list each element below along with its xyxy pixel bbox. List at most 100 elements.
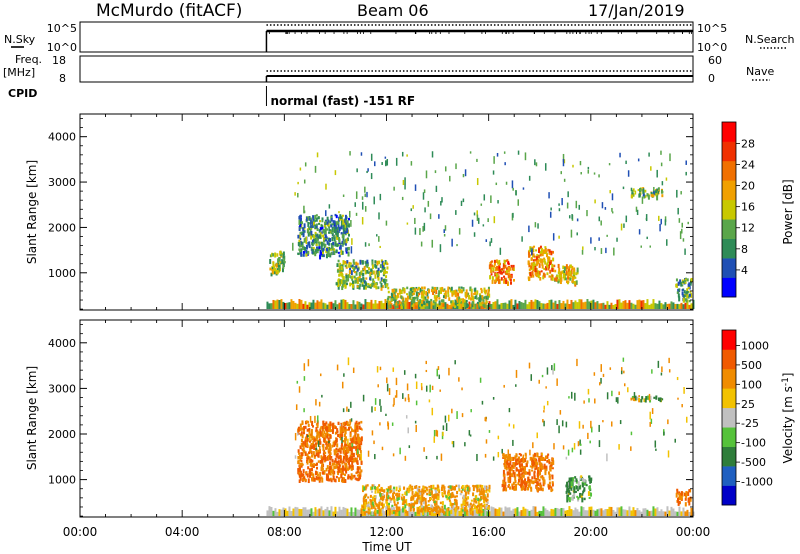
velocity-echo-cell: [527, 476, 530, 482]
velocity-echo-cell: [355, 437, 358, 440]
velocity-echo-cell: [476, 487, 479, 493]
power-echo-cell: [338, 254, 341, 258]
velocity-echo-cell: [414, 420, 417, 424]
power-echo-cell: [332, 220, 335, 225]
power-echo-cell: [305, 250, 308, 254]
velocity-echo-cell: [417, 507, 420, 510]
velocity-echo-cell: [653, 396, 656, 399]
power-echo-cell: [384, 269, 387, 274]
power-echo-cell: [400, 304, 403, 310]
velocity-echo-cell: [350, 467, 353, 471]
power-colorbar-swatch: [722, 219, 736, 239]
velocity-echo-cell: [638, 510, 641, 516]
velocity-echo-cell: [346, 447, 349, 453]
velocity-echo-cell: [435, 507, 438, 511]
velocity-echo-cell: [437, 505, 440, 509]
power-echo-cell: [345, 247, 348, 252]
velocity-echo-cell: [344, 467, 347, 470]
power-echo-cell: [371, 259, 374, 263]
velocity-echo-cell: [387, 505, 390, 509]
velocity-echo-cell: [538, 457, 541, 462]
velocity-echo-cell: [581, 482, 584, 488]
velocity-echo-cell: [410, 504, 413, 509]
power-echo-cell: [415, 302, 418, 306]
power-echo-cell: [567, 271, 570, 277]
power-echo-cell: [634, 190, 637, 195]
power-echo-cell: [431, 239, 434, 248]
power-echo-cell: [366, 259, 369, 264]
velocity-echo-cell: [430, 484, 433, 489]
power-echo-cell: [338, 211, 340, 214]
velocity-echo-cell: [460, 503, 463, 507]
power-echo-cell: [343, 280, 346, 285]
velocity-echo-cell: [425, 504, 428, 509]
velocity-echo-cell: [581, 493, 584, 496]
velocity-echo-cell: [296, 380, 299, 384]
power-echo-cell: [560, 276, 563, 282]
power-echo-cell: [358, 271, 361, 275]
power-echo-cell: [611, 207, 613, 212]
power-echo-cell: [439, 244, 442, 253]
velocity-echo-cell: [344, 473, 347, 476]
velocity-echo-cell: [456, 411, 458, 419]
velocity-echo-cell: [423, 447, 425, 452]
power-echo-cell: [312, 218, 315, 221]
power-echo-cell: [312, 238, 315, 244]
power-echo-cell: [387, 290, 390, 294]
power-echo-cell: [524, 152, 527, 161]
velocity-echo-cell: [652, 506, 655, 516]
velocity-echo-cell: [586, 510, 589, 516]
velocity-echo-cell: [551, 365, 553, 371]
velocity-echo-cell: [534, 479, 537, 483]
power-echo-cell: [434, 286, 437, 292]
power-echo-cell: [572, 164, 574, 168]
power-echo-cell: [384, 299, 387, 309]
velocity-echo-cell: [311, 454, 314, 458]
time-tick-label: 08:00: [267, 525, 302, 539]
velocity-echo-cell: [373, 484, 376, 488]
velocity-echo-cell: [472, 484, 475, 488]
power-echo-cell: [276, 299, 279, 309]
velocity-echo-cell: [531, 462, 534, 467]
power-echo-cell: [316, 300, 319, 309]
velocity-echo-cell: [596, 509, 599, 516]
power-echo-cell: [626, 302, 629, 309]
power-echo-cell: [326, 228, 329, 231]
velocity-echo-cell: [299, 458, 302, 462]
velocity-echo-cell: [514, 462, 517, 466]
velocity-echo-cell: [550, 508, 553, 516]
velocity-echo-cell: [577, 441, 580, 447]
power-echo-cell: [419, 228, 421, 236]
power-echo-cell: [675, 278, 678, 282]
velocity-echo-cell: [352, 452, 355, 458]
power-echo-cell: [387, 286, 390, 290]
velocity-echo-cell: [515, 487, 518, 491]
velocity-echo-cell: [311, 476, 314, 482]
velocity-echo-cell: [433, 506, 436, 512]
velocity-echo-cell: [398, 493, 401, 498]
velocity-echo-cell: [525, 463, 528, 467]
power-echo-cell: [521, 236, 523, 242]
power-echo-cell: [532, 259, 535, 262]
velocity-echo-cell: [465, 497, 468, 501]
power-echo-cell: [528, 301, 531, 309]
power-echo-cell: [342, 219, 345, 225]
velocity-echo-cell: [600, 377, 602, 384]
nsky-tick-top: 10^5: [47, 22, 77, 35]
power-echo-cell: [344, 214, 347, 220]
velocity-colorbar-label: Velocity [m s-1]: [781, 373, 795, 464]
velocity-echo-cell: [307, 423, 310, 427]
velocity-echo-cell: [403, 496, 406, 499]
velocity-echo-cell: [480, 505, 483, 511]
velocity-echo-cell: [326, 430, 329, 435]
velocity-echo-cell: [348, 464, 351, 469]
velocity-echo-cell: [356, 444, 359, 449]
power-echo-cell: [362, 304, 365, 309]
velocity-echo-cell: [389, 487, 392, 492]
power-echo-cell: [458, 228, 461, 235]
power-echo-cell: [366, 263, 369, 268]
velocity-echo-cell: [403, 486, 406, 490]
velocity-echo-cell: [395, 390, 398, 398]
power-echo-cell: [371, 282, 374, 288]
power-echo-cell: [620, 223, 623, 231]
